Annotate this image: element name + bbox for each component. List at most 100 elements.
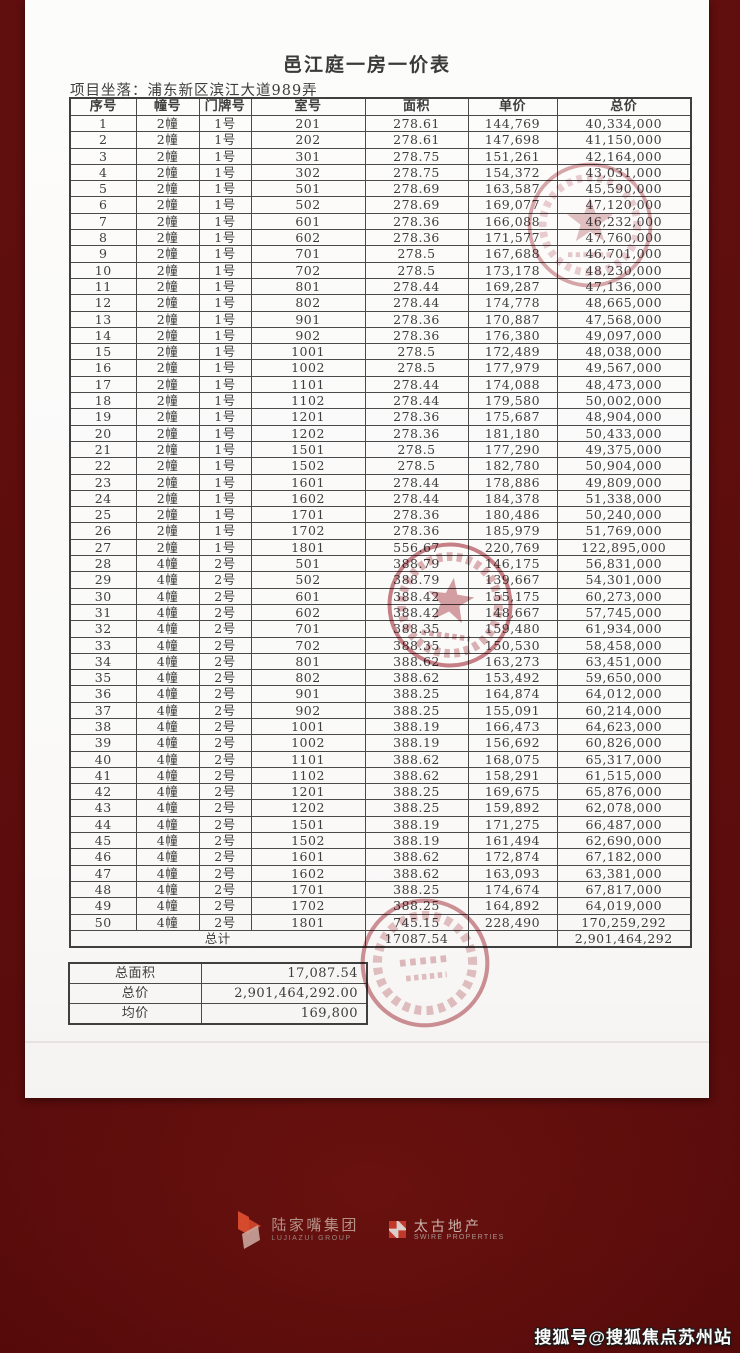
table-cell: 178,886 [467, 473, 558, 491]
summary-table-body: 总面积 17,087.54 总价 2,901,464,292.00 均价 169,800 [68, 962, 368, 1025]
table-cell: 161,494 [467, 832, 558, 850]
table-cell: 56,831,000 [556, 555, 692, 573]
table-cell: 47,120,000 [556, 196, 692, 214]
table-cell: 388.25 [364, 880, 469, 899]
table-cell: 45 [69, 832, 137, 850]
table-cell: 180,486 [467, 506, 558, 524]
summary-value: 169,800 [200, 1003, 368, 1025]
table-cell: 2幢 [135, 245, 200, 263]
table-cell: 388.19 [364, 717, 469, 736]
table-cell: 502 [250, 571, 366, 589]
table-cell: 2幢 [135, 131, 200, 149]
table-row: 12 2幢 1号 802 278.44 174,778 48,665,000 [69, 294, 692, 312]
table-row: 3 2幢 1号 301 278.75 151,261 42,164,000 [69, 147, 692, 165]
table-cell: 388.62 [364, 750, 469, 768]
table-row: 7 2幢 1号 601 278.36 166,088 46,232,000 [69, 212, 692, 231]
table-cell: 278.36 [364, 229, 469, 247]
table-cell: 1号 [198, 114, 252, 133]
table-cell: 1号 [198, 180, 252, 198]
table-cell: 2幢 [135, 147, 200, 165]
table-cell: 10 [69, 261, 137, 279]
table-cell: 4幢 [135, 880, 200, 899]
table-cell: 1201 [250, 783, 366, 801]
table-cell: 388.25 [364, 685, 469, 703]
table-cell: 1号 [198, 457, 252, 475]
table-cell: 171,577 [467, 229, 558, 247]
table-cell: 1号 [198, 538, 252, 557]
table-row: 18 2幢 1号 1102 278.44 179,580 50,002,000 [69, 392, 692, 410]
table-cell: 17 [69, 375, 137, 394]
table-cell: 1801 [250, 913, 366, 931]
table-cell: 388.62 [364, 864, 469, 882]
table-row: 8 2幢 1号 602 278.36 171,577 47,760,000 [69, 229, 692, 247]
table-cell: 63,451,000 [556, 652, 692, 671]
lujiazui-logo: 陆家嘴集团 LUJIAZUI GROUP [235, 1209, 359, 1251]
table-cell: 175,687 [467, 408, 558, 426]
table-cell: 4幢 [135, 734, 200, 752]
table-cell: 4幢 [135, 783, 200, 801]
table-row: 47 4幢 2号 1602 388.62 163,093 63,381,000 [69, 864, 692, 882]
table-cell: 59,650,000 [556, 669, 692, 687]
table-cell: 41,150,000 [556, 131, 692, 149]
table-cell: 25 [69, 506, 137, 524]
table-cell: 2幢 [135, 473, 200, 491]
table-cell: 388.25 [364, 701, 469, 719]
table-cell: 172,874 [467, 848, 558, 866]
table-cell: 47,568,000 [556, 310, 692, 328]
table-cell: 2号 [198, 913, 252, 931]
table-cell: 51,769,000 [556, 522, 692, 540]
table-cell: 2号 [198, 799, 252, 817]
table-cell: 156,692 [467, 734, 558, 752]
table-cell: 1号 [198, 522, 252, 540]
table-row: 46 4幢 2号 1601 388.62 172,874 67,182,000 [69, 848, 692, 866]
table-cell: 4幢 [135, 636, 200, 654]
table-cell: 388.35 [364, 636, 469, 654]
table-row: 29 4幢 2号 502 388.79 139,667 54,301,000 [69, 571, 692, 589]
table-cell: 388.25 [364, 783, 469, 801]
table-cell: 64,623,000 [556, 717, 692, 736]
table-cell: 2幢 [135, 310, 200, 328]
table-cell: 2幢 [135, 326, 200, 345]
table-cell: 41 [69, 766, 137, 785]
table-cell: 176,380 [467, 326, 558, 345]
table-cell: 1号 [198, 489, 252, 508]
table-cell: 1601 [250, 848, 366, 866]
table-cell: 802 [250, 669, 366, 687]
table-cell: 8 [69, 229, 137, 247]
table-cell: 48,665,000 [556, 294, 692, 312]
table-cell: 2幢 [135, 212, 200, 231]
table-cell: 33 [69, 636, 137, 654]
table-cell: 501 [250, 180, 366, 198]
table-cell: 1号 [198, 294, 252, 312]
column-header: 幢号 [135, 97, 200, 116]
table-cell: 4幢 [135, 913, 200, 931]
table-cell: 64,019,000 [556, 897, 692, 915]
table-row: 37 4幢 2号 902 388.25 155,091 60,214,000 [69, 701, 692, 719]
table-row: 36 4幢 2号 901 388.25 164,874 64,012,000 [69, 685, 692, 703]
table-cell: 2幢 [135, 277, 200, 296]
table-cell: 2幢 [135, 163, 200, 182]
table-cell: 2号 [198, 734, 252, 752]
table-cell: 42,164,000 [556, 147, 692, 165]
table-cell: 35 [69, 669, 137, 687]
table-cell: 60,826,000 [556, 734, 692, 752]
table-cell: 163,093 [467, 864, 558, 882]
column-header: 门牌号 [198, 97, 252, 116]
table-cell: 701 [250, 245, 366, 263]
table-cell: 58,458,000 [556, 636, 692, 654]
table-cell: 45,590,000 [556, 180, 692, 198]
table-cell: 4幢 [135, 717, 200, 736]
table-cell: 171,275 [467, 815, 558, 834]
table-cell: 502 [250, 196, 366, 214]
table-cell: 1号 [198, 408, 252, 426]
column-header: 室号 [250, 97, 366, 116]
table-cell: 278.69 [364, 180, 469, 198]
table-cell: 1702 [250, 522, 366, 540]
table-cell: 14 [69, 326, 137, 345]
table-cell: 1号 [198, 229, 252, 247]
table-row: 21 2幢 1号 1501 278.5 177,290 49,375,000 [69, 440, 692, 459]
table-cell: 1号 [198, 310, 252, 328]
table-cell: 159,892 [467, 799, 558, 817]
table-cell: 57,745,000 [556, 603, 692, 622]
table-row: 14 2幢 1号 902 278.36 176,380 49,097,000 [69, 326, 692, 345]
